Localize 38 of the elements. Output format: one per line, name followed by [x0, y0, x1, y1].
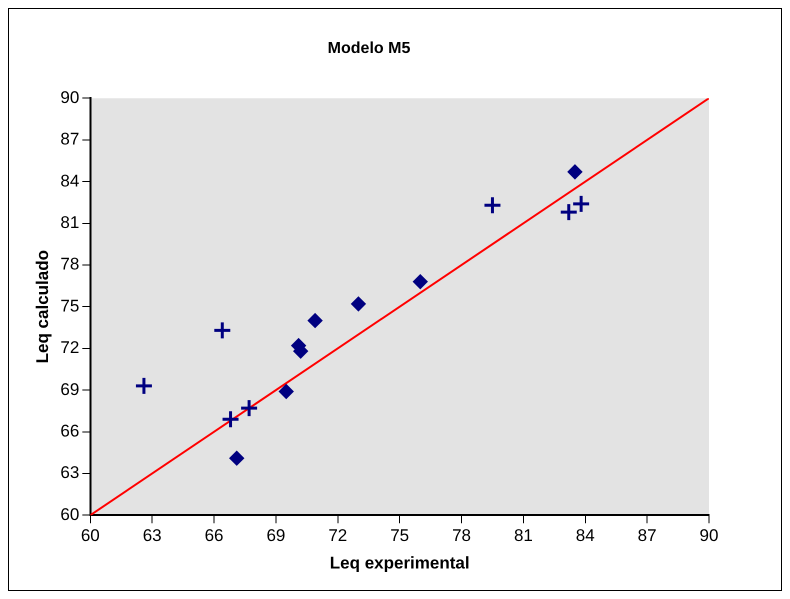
point [308, 313, 323, 328]
point [240, 398, 259, 418]
x-tick-label: 75 [390, 526, 410, 546]
x-tick-label: 69 [266, 526, 286, 546]
point [212, 320, 232, 340]
x-tick-label: 84 [576, 526, 595, 546]
y-tick-label: 69 [60, 380, 80, 399]
point [482, 196, 502, 215]
point [134, 376, 154, 396]
x-tick-label: 78 [452, 526, 471, 546]
y-tick-label: 87 [60, 130, 80, 149]
y-tick-label: 75 [60, 296, 80, 316]
y-tick-label: 66 [60, 421, 80, 440]
x-tick-label: 60 [80, 526, 100, 546]
y-tick-label: 63 [60, 463, 80, 482]
point [221, 410, 240, 429]
point [350, 296, 366, 312]
x-tick-label: 90 [700, 526, 718, 546]
x-tick-label: 87 [638, 526, 657, 546]
point [229, 450, 244, 466]
point [567, 164, 582, 180]
point [412, 274, 428, 290]
point [278, 384, 294, 399]
y-tick-label: 90 [60, 88, 80, 107]
x-tick-label: 66 [204, 526, 224, 546]
y-axis-title: Leq calculado [32, 250, 52, 364]
x-axis-title: Leq experimental [330, 553, 470, 572]
x-tick-label: 72 [328, 526, 348, 546]
y-tick-label: 72 [60, 338, 80, 358]
x-tick-label: 81 [514, 526, 533, 546]
point [559, 202, 578, 222]
y-tick-label: 84 [60, 171, 80, 190]
x-tick-label: 63 [142, 526, 162, 546]
y-tick-label: 78 [60, 254, 80, 274]
chart-title: Modelo M5 [328, 40, 410, 58]
point [572, 194, 591, 214]
y-tick-label: 81 [60, 212, 80, 232]
y-tick-label: 60 [60, 504, 80, 524]
